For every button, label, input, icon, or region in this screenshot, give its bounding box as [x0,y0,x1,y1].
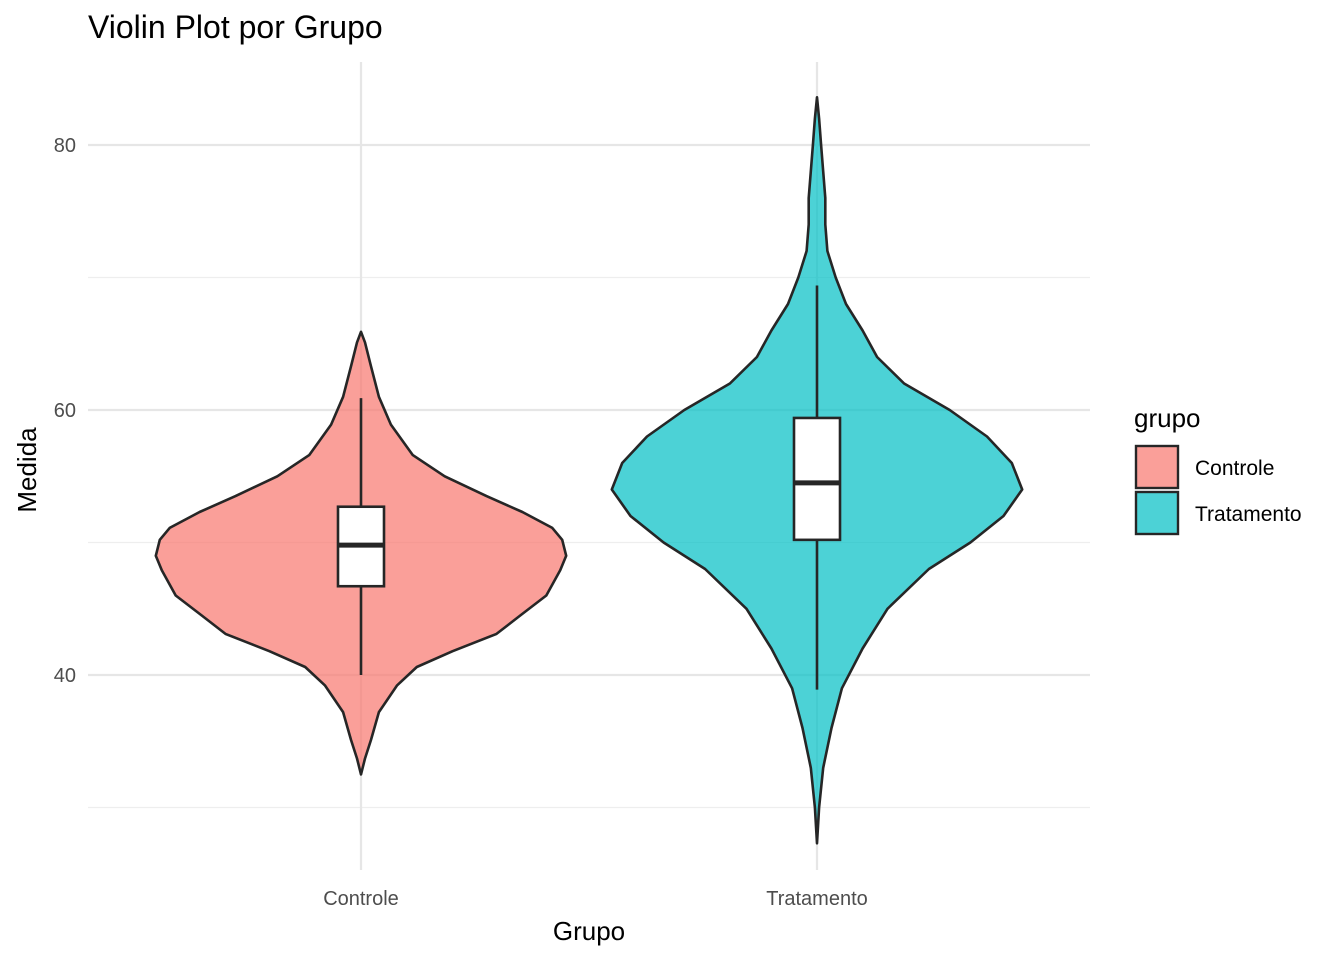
x-axis-title: Grupo [553,916,625,946]
y-tick-label: 40 [54,665,76,687]
legend-title: grupo [1134,403,1201,433]
violins [154,96,1024,845]
legend-key-tratamento [1134,490,1180,536]
y-axis-ticks: 40 60 80 [54,135,76,687]
boxplots [336,285,842,690]
legend-label-tratamento: Tratamento [1195,503,1302,526]
x-axis-ticks: Controle Tratamento [323,888,868,910]
legend: grupo Controle Tratamento [1134,403,1302,536]
y-axis-title: Medida [12,427,42,513]
box-tratamento [792,416,842,542]
y-tick-label: 60 [54,400,76,422]
y-tick-label: 80 [54,135,76,157]
legend-label-controle: Controle [1195,457,1274,480]
x-tick-label: Tratamento [766,888,868,910]
legend-key-controle [1134,444,1180,490]
x-tick-label: Controle [323,888,399,910]
chart-title: Violin Plot por Grupo [88,9,383,45]
